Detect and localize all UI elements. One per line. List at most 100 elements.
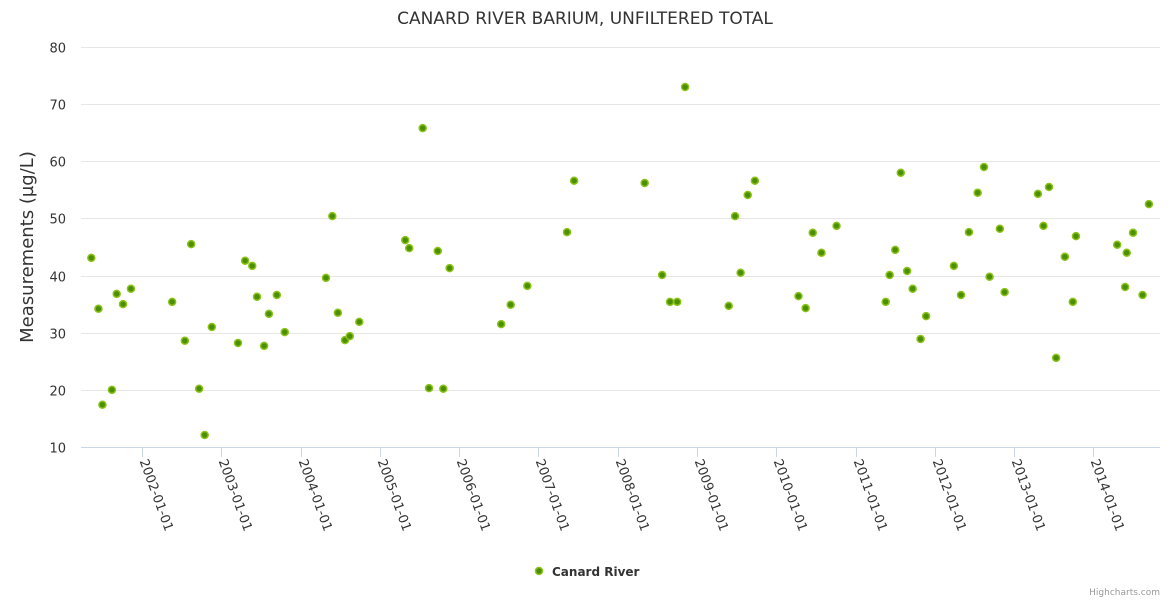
x-tick-label: 2013-01-01 — [1008, 457, 1048, 533]
data-point[interactable] — [908, 284, 917, 293]
data-point[interactable] — [569, 176, 579, 185]
data-point[interactable] — [995, 224, 1005, 233]
data-point[interactable] — [1138, 290, 1147, 300]
y-tick-label: 80 — [49, 42, 66, 57]
data-point[interactable] — [902, 266, 912, 276]
data-point[interactable] — [1122, 248, 1131, 257]
series-canard-river — [87, 82, 1154, 440]
data-point[interactable] — [98, 400, 107, 409]
data-point[interactable] — [1044, 182, 1054, 192]
data-point[interactable] — [496, 319, 506, 329]
data-point[interactable] — [808, 228, 818, 237]
data-point[interactable] — [979, 162, 989, 172]
data-point[interactable] — [439, 384, 448, 393]
data-point[interactable] — [233, 338, 243, 348]
data-point[interactable] — [672, 297, 682, 307]
y-axis-label: Measurements (µg/L) — [17, 151, 38, 343]
data-point[interactable] — [118, 299, 128, 309]
data-point[interactable] — [730, 211, 740, 221]
data-point[interactable] — [280, 327, 289, 337]
data-point[interactable] — [107, 385, 117, 395]
data-point[interactable] — [1128, 228, 1138, 237]
y-axis-ticks: 10 20 30 40 50 60 70 80 — [49, 42, 66, 457]
data-point[interactable] — [126, 284, 136, 293]
y-tick-label: 50 — [49, 213, 66, 228]
data-point[interactable] — [207, 322, 217, 332]
data-point[interactable] — [680, 82, 690, 92]
data-point[interactable] — [743, 190, 752, 200]
y-tick-label: 10 — [49, 442, 66, 457]
data-point[interactable] — [1060, 252, 1070, 261]
data-point[interactable] — [1051, 353, 1061, 363]
data-point[interactable] — [665, 297, 675, 307]
data-point[interactable] — [750, 176, 760, 185]
data-point[interactable] — [801, 303, 810, 313]
data-point[interactable] — [180, 336, 190, 345]
data-point[interactable] — [985, 272, 994, 281]
x-tick-label: 2007-01-01 — [532, 457, 572, 533]
data-point[interactable] — [1112, 240, 1122, 249]
credits-link[interactable]: Highcharts.com — [1089, 588, 1160, 598]
data-point[interactable] — [186, 239, 196, 249]
data-point[interactable] — [345, 331, 355, 341]
data-point[interactable] — [167, 297, 177, 307]
x-axis-ticks: 2002-01-01 2003-01-01 2004-01-01 2005-01-01… — [136, 447, 1127, 533]
data-point[interactable] — [355, 317, 364, 327]
data-point[interactable] — [259, 341, 269, 351]
data-point[interactable] — [247, 261, 257, 271]
data-point[interactable] — [194, 384, 204, 393]
data-point[interactable] — [321, 273, 331, 283]
data-point[interactable] — [240, 256, 250, 265]
data-point[interactable] — [724, 301, 733, 311]
data-point[interactable] — [896, 168, 906, 177]
data-point[interactable] — [1120, 282, 1130, 292]
data-point[interactable] — [964, 227, 974, 237]
data-point[interactable] — [418, 123, 427, 133]
data-point[interactable] — [1071, 231, 1081, 241]
x-tick-label: 2005-01-01 — [374, 457, 414, 533]
data-point[interactable] — [433, 246, 443, 256]
data-point[interactable] — [401, 235, 410, 245]
data-point[interactable] — [112, 289, 121, 299]
data-point[interactable] — [817, 248, 826, 257]
data-point[interactable] — [328, 211, 337, 221]
data-point[interactable] — [1039, 221, 1048, 231]
data-point[interactable] — [1144, 199, 1154, 209]
data-point[interactable] — [885, 270, 894, 280]
data-point[interactable] — [881, 297, 890, 307]
data-point[interactable] — [445, 263, 454, 273]
y-tick-label: 30 — [49, 328, 66, 343]
data-point[interactable] — [949, 261, 959, 271]
x-tick-label: 2010-01-01 — [770, 457, 810, 533]
data-point[interactable] — [272, 290, 282, 300]
data-point[interactable] — [956, 290, 966, 300]
data-point[interactable] — [424, 383, 434, 393]
legend-item-canard-river[interactable]: Canard River — [552, 565, 640, 579]
data-point[interactable] — [333, 308, 343, 317]
data-point[interactable] — [94, 304, 103, 313]
data-point[interactable] — [506, 300, 515, 309]
data-point[interactable] — [264, 309, 274, 319]
x-tick-label: 2006-01-01 — [453, 457, 493, 533]
data-point[interactable] — [562, 227, 572, 237]
data-point[interactable] — [832, 221, 841, 231]
data-point[interactable] — [404, 243, 414, 253]
legend[interactable]: Canard River — [534, 565, 640, 579]
data-point[interactable] — [252, 292, 262, 301]
data-point[interactable] — [523, 281, 532, 291]
data-point[interactable] — [87, 253, 96, 263]
data-point[interactable] — [794, 291, 803, 301]
data-point[interactable] — [1000, 287, 1009, 297]
data-point[interactable] — [916, 334, 925, 344]
data-point[interactable] — [921, 311, 931, 321]
data-point[interactable] — [736, 268, 745, 277]
data-point[interactable] — [640, 178, 649, 188]
data-point[interactable] — [890, 245, 900, 255]
legend-marker — [534, 566, 544, 576]
data-point[interactable] — [200, 430, 209, 440]
data-point[interactable] — [973, 188, 982, 197]
chart-title: CANARD RIVER BARIUM, UNFILTERED TOTAL — [397, 9, 773, 29]
data-point[interactable] — [1068, 297, 1078, 307]
data-point[interactable] — [657, 270, 667, 280]
data-point[interactable] — [1033, 189, 1043, 199]
